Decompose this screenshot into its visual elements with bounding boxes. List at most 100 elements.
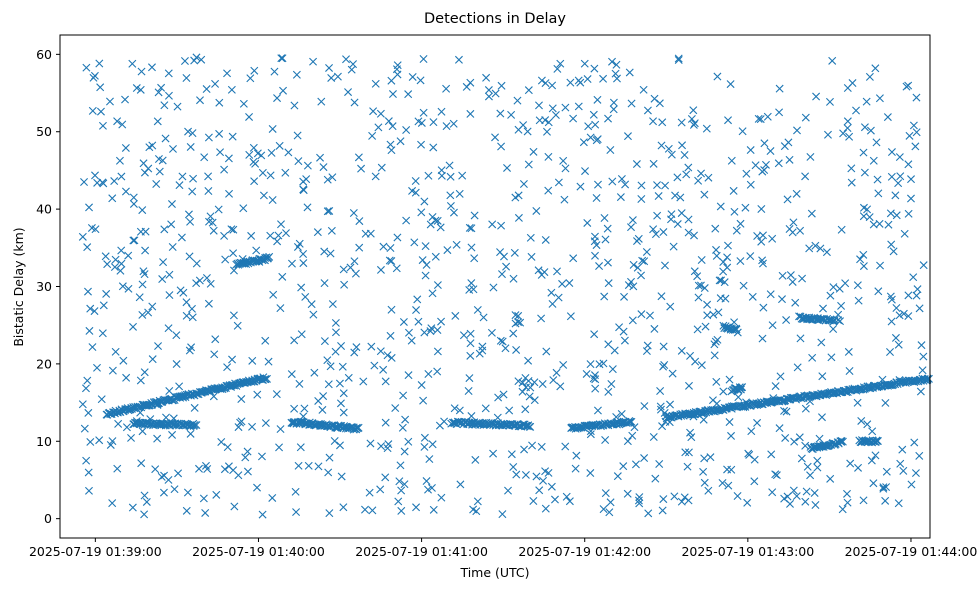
scatter-point: [569, 114, 578, 123]
scatter-point: [342, 55, 351, 64]
scatter-point: [402, 216, 411, 225]
scatter-point: [420, 197, 429, 206]
scatter-point: [277, 220, 285, 229]
scatter-point: [715, 276, 724, 285]
scatter-point: [687, 433, 696, 442]
y-tick-label: 50: [36, 124, 52, 139]
scatter-point: [351, 269, 360, 278]
scatter-point: [284, 148, 293, 157]
scatter-point: [344, 373, 353, 382]
scatter-point: [422, 260, 431, 269]
scatter-point: [297, 283, 306, 292]
scatter-point: [320, 279, 329, 288]
scatter-point: [239, 99, 248, 108]
scatter-point: [158, 156, 167, 165]
scatter-point: [630, 423, 639, 432]
scatter-point: [732, 226, 741, 235]
scatter-point: [591, 384, 600, 393]
scatter-point: [318, 405, 327, 414]
scatter-point: [719, 267, 728, 276]
scatter-point: [657, 141, 666, 150]
scatter-point: [817, 413, 826, 422]
scatter-point: [290, 404, 299, 413]
scatter-point: [248, 356, 257, 365]
scatter-point: [535, 486, 544, 495]
scatter-point: [843, 498, 852, 507]
scatter-point: [496, 109, 505, 118]
scatter-point: [887, 317, 896, 326]
scatter-point: [566, 78, 575, 87]
scatter-point: [869, 479, 878, 488]
scatter-point: [892, 303, 901, 312]
scatter-point: [198, 388, 206, 396]
scatter-point: [681, 448, 690, 457]
scatter-point: [542, 347, 551, 356]
scatter-point: [604, 279, 613, 288]
scatter-point: [886, 348, 894, 356]
scatter-point: [792, 492, 801, 501]
scatter-point: [140, 368, 149, 377]
scatter-point: [371, 172, 380, 181]
scatter-point: [159, 258, 168, 267]
scatter-point: [257, 452, 266, 461]
scatter-point: [368, 131, 377, 140]
scatter-point: [293, 131, 302, 140]
scatter-point: [843, 117, 852, 126]
scatter-point: [253, 149, 262, 158]
scatter-point: [297, 330, 306, 339]
scatter-point: [417, 381, 426, 390]
scatter-point: [333, 72, 342, 81]
scatter-point: [886, 292, 895, 301]
scatter-point: [854, 463, 863, 472]
scatter-point: [424, 370, 433, 379]
scatter-point: [420, 328, 429, 337]
scatter-point: [830, 315, 839, 324]
scatter-point: [475, 349, 484, 358]
scatter-point: [97, 395, 106, 404]
scatter-point: [471, 455, 480, 464]
scatter-point: [746, 252, 755, 261]
scatter-point: [140, 270, 149, 279]
scatter-point: [591, 251, 599, 260]
scatter-point: [514, 422, 523, 431]
scatter-point: [157, 83, 166, 92]
x-tick-label: 2025-07-19 01:39:00: [29, 544, 162, 559]
scatter-point: [805, 244, 814, 253]
scatter-point: [656, 387, 665, 395]
x-tick-label: 2025-07-19 01:41:00: [355, 544, 488, 559]
scatter-point: [613, 472, 622, 481]
scatter-point: [206, 212, 215, 221]
scatter-point: [266, 171, 275, 180]
scatter-point: [693, 272, 702, 281]
scatter-point: [627, 223, 636, 232]
scatter-point: [245, 112, 254, 121]
scatter-point: [433, 347, 442, 356]
scatter-point: [243, 467, 252, 476]
scatter-point: [775, 84, 784, 93]
scatter-point: [186, 429, 195, 438]
scatter-point: [911, 469, 920, 478]
scatter-point: [323, 207, 332, 216]
scatter-point: [904, 209, 913, 218]
scatter-point: [589, 110, 598, 119]
scatter-point: [565, 497, 574, 506]
scatter-point: [844, 347, 853, 356]
scatter-point: [543, 127, 551, 136]
scatter-point: [608, 177, 617, 186]
scatter-point: [640, 454, 649, 463]
scatter-point: [653, 211, 662, 220]
scatter-point: [674, 54, 683, 63]
scatter-point: [789, 486, 798, 495]
scatter-point: [696, 281, 705, 290]
scatter-point: [459, 331, 468, 340]
scatter-point: [607, 380, 616, 389]
scatter-point: [666, 400, 675, 409]
scatter-point: [165, 291, 174, 300]
scatter-point: [349, 208, 358, 217]
scatter-point: [686, 428, 695, 437]
scatter-point: [442, 84, 451, 93]
scatter-point: [95, 59, 104, 68]
scatter-point: [456, 480, 465, 489]
scatter-point: [200, 153, 209, 162]
scatter-point: [247, 231, 256, 240]
